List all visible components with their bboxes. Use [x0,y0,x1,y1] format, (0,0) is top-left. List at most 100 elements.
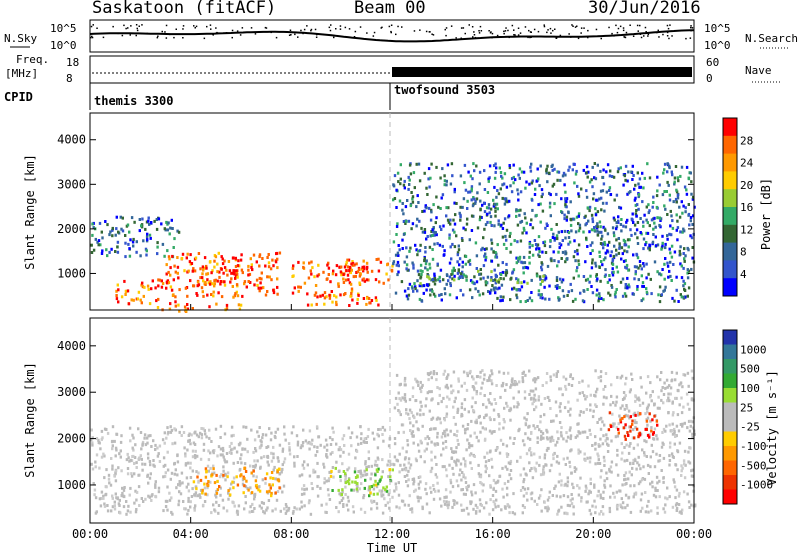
heatmap-cell [408,466,412,470]
heatmap-cell [225,307,229,311]
heatmap-cell [578,413,581,417]
heatmap-cell [498,422,501,426]
heatmap-cell [490,402,493,406]
heatmap-cell [230,482,233,486]
heatmap-cell [633,187,636,191]
heatmap-cell [489,449,492,453]
heatmap-cell [314,284,318,287]
heatmap-cell [565,205,568,209]
heatmap-cell [366,270,369,274]
heatmap-cell [590,266,594,270]
heatmap-cell [459,288,462,292]
heatmap-cell [137,427,140,431]
heatmap-cell [201,272,204,276]
heatmap-cell [516,405,519,409]
heatmap-cell [393,442,397,446]
heatmap-cell [418,297,422,301]
heatmap-cell [545,448,549,452]
heatmap-cell [223,458,226,462]
nsky-point [480,30,483,32]
heatmap-cell [664,242,667,246]
heatmap-cell [586,456,589,460]
heatmap-cell [202,279,205,283]
heatmap-cell [471,296,474,300]
colorbar-tick-label: -500 [740,459,767,472]
heatmap-cell [680,464,683,468]
heatmap-cell [686,276,690,280]
nsky-point [611,32,613,35]
heatmap-cell [647,246,650,250]
heatmap-cell [637,396,640,400]
heatmap-cell [170,471,174,475]
heatmap-cell [549,214,552,218]
heatmap-cell [416,194,419,198]
heatmap-cell [239,457,242,461]
heatmap-cell [316,295,319,299]
heatmap-cell [595,288,599,292]
heatmap-cell [350,431,354,435]
heatmap-cell [243,447,247,451]
heatmap-cell [124,289,128,293]
heatmap-cell [680,165,684,169]
heatmap-cell [97,438,100,442]
nsky-point [302,32,304,35]
heatmap-cell [365,466,368,469]
heatmap-cell [641,401,645,405]
heatmap-cell [548,399,551,402]
heatmap-cell [484,258,487,262]
heatmap-cell [656,375,659,379]
heatmap-cell [602,182,606,186]
heatmap-cell [402,212,405,216]
heatmap-cell [479,421,482,425]
heatmap-cell [311,438,314,442]
nsky-point [519,32,522,34]
heatmap-cell [562,437,565,441]
heatmap-cell [258,255,261,259]
heatmap-cell [403,376,407,380]
heatmap-cell [208,436,211,440]
heatmap-cell [422,291,425,295]
heatmap-cell [568,504,572,508]
heatmap-cell [563,229,567,233]
heatmap-cell [444,385,447,389]
heatmap-cell [222,271,225,275]
heatmap-cell [114,233,117,237]
heatmap-cell [90,243,93,247]
heatmap-cell [426,193,429,196]
heatmap-cell [356,301,359,305]
heatmap-cell [518,176,521,180]
heatmap-cell [173,462,176,466]
heatmap-cell [555,414,558,418]
heatmap-cell [441,432,445,436]
heatmap-cell [405,263,409,267]
heatmap-cell [167,221,170,225]
heatmap-cell [448,397,451,401]
heatmap-cell [310,482,313,485]
heatmap-cell [346,495,350,499]
heatmap-cell [664,257,667,260]
heatmap-cell [688,223,691,227]
heatmap-cell [573,181,576,185]
heatmap-cell [614,295,617,299]
heatmap-cell [559,277,562,281]
heatmap-cell [613,244,616,248]
heatmap-cell [485,206,489,210]
heatmap-cell [249,257,252,261]
heatmap-cell [446,386,450,390]
heatmap-cell [684,254,687,258]
heatmap-cell [157,278,160,282]
heatmap-cell [622,183,625,187]
heatmap-cell [448,236,451,240]
heatmap-cell [344,493,347,496]
heatmap-cell [386,501,390,505]
heatmap-cell [417,486,421,490]
heatmap-cell [521,504,525,508]
heatmap-cell [119,455,122,459]
heatmap-cell [520,219,524,223]
heatmap-cell [673,182,676,186]
heatmap-cell [370,507,373,511]
heatmap-cell [194,256,198,260]
heatmap-cell [588,508,591,512]
heatmap-cell [283,507,286,511]
heatmap-cell [295,434,299,438]
